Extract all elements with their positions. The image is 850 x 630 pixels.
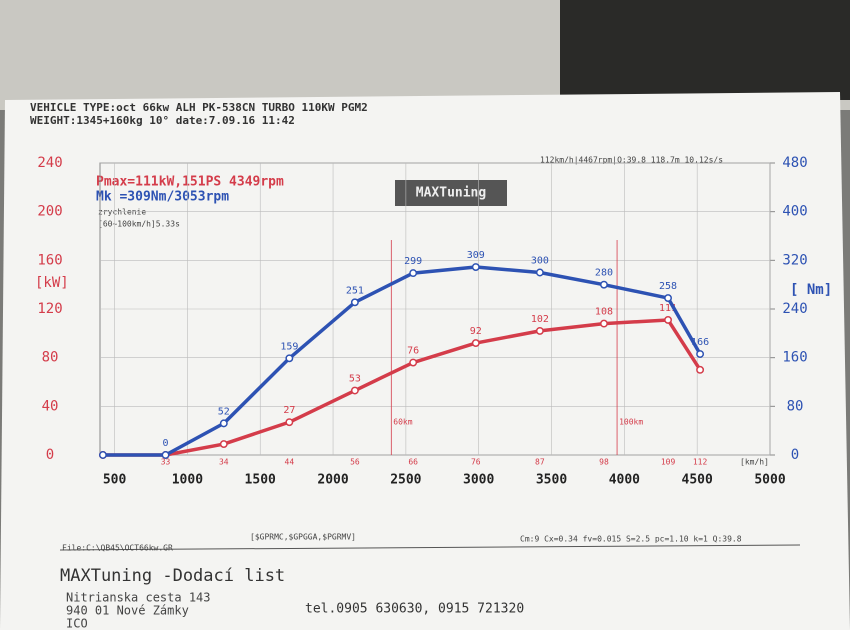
point [664, 294, 672, 302]
y2-tick-label: 320 [782, 252, 807, 268]
logo-box [395, 180, 507, 206]
y-tick-label: 240 [37, 155, 62, 171]
point [285, 354, 294, 363]
x-tick-label: 500 [103, 473, 127, 488]
speed-label: 98 [599, 458, 609, 467]
y2-tick-label: 160 [782, 350, 807, 366]
y2-tick-label: 400 [782, 204, 807, 220]
y-tick-label: 40 [42, 398, 59, 414]
point [219, 419, 228, 428]
data-label: 280 [595, 268, 613, 279]
accel-label: zrychlenie [98, 208, 146, 217]
header-line: WEIGHT:1345+160kg 10° date:7.09.16 11:42 [30, 114, 295, 127]
y-tick-label: 160 [37, 252, 62, 268]
data-label: 0 [163, 438, 169, 449]
series-line [102, 318, 702, 457]
data-label: 108 [595, 307, 613, 318]
y2-tick-label: 0 [791, 447, 799, 463]
point [350, 386, 359, 395]
y-tick-label: 200 [37, 204, 62, 220]
y2-tick-label: 240 [782, 301, 807, 317]
data-label: 76 [407, 346, 419, 357]
top-info: 112km/h|4467rpm|Q:39.8 118.7m 10.12s/s [540, 156, 723, 165]
y-axis-label: [kW] [35, 275, 69, 291]
data-label: 258 [659, 281, 677, 292]
speed-label: 112 [693, 458, 708, 467]
point [696, 350, 705, 358]
footer-file: File:C:\QB45\OCT66kw.GR [62, 544, 173, 553]
data-label: 102 [531, 314, 549, 325]
street: Nitrianska cesta 143 [66, 591, 211, 605]
point [409, 358, 418, 367]
y-tick-label: 0 [46, 447, 54, 463]
x-tick-label: 1000 [172, 473, 203, 488]
data-label: 92 [470, 326, 482, 337]
speed-unit: [km/h] [740, 458, 769, 467]
y2-tick-label: 80 [787, 398, 804, 414]
point [600, 319, 608, 328]
point [285, 418, 294, 427]
data-label: 300 [531, 256, 549, 267]
y2-axis-label: [ Nm] [790, 282, 832, 298]
data-label: 53 [349, 374, 361, 385]
y-tick-label: 120 [37, 301, 62, 317]
data-label: 52 [218, 406, 230, 417]
x-tick-label: 3500 [536, 473, 567, 488]
y2-tick-label: 480 [782, 155, 807, 171]
footer-gps: [$GPRMC,$GPGGA,$PGRMV] [250, 533, 356, 542]
point [409, 269, 418, 278]
point [664, 316, 672, 324]
x-tick-label: 2000 [317, 473, 348, 488]
x-tick-label: 2500 [390, 473, 421, 488]
point [535, 268, 544, 277]
speed-label: 44 [285, 458, 295, 467]
point [219, 440, 228, 448]
speed-label: 76 [471, 458, 481, 467]
x-tick-label: 4000 [609, 473, 640, 488]
footer-params: Cm:9 Cx=0.34 fv=0.015 S=2.5 pc=1.10 k=1 … [520, 535, 742, 544]
company: MAXTuning -Dodací list [60, 566, 285, 586]
torque-title: Mk =309Nm/3053rpm [96, 190, 229, 205]
separator [59, 544, 801, 551]
series-line [102, 265, 702, 457]
point [471, 263, 480, 271]
speed-label: 66 [408, 458, 418, 467]
logo: MAXTuning [416, 186, 486, 201]
point [161, 451, 170, 459]
data-label: 111 [659, 303, 677, 314]
city: 940 01 Nové Zámky [66, 604, 189, 618]
speed-label: 109 [661, 458, 676, 467]
x-tick-label: 3000 [463, 473, 494, 488]
point [696, 365, 705, 374]
data-label: 159 [280, 341, 298, 352]
point [471, 339, 480, 348]
speed-label: 34 [219, 458, 229, 467]
marker-label: 60km [393, 418, 412, 427]
data-label: 251 [346, 285, 364, 296]
data-label: 27 [283, 405, 295, 416]
speed-label: 56 [350, 458, 360, 467]
speed-label: 33 [161, 458, 171, 467]
ico: ICO [66, 617, 88, 630]
data-label: 166 [691, 337, 709, 348]
x-tick-label: 1500 [245, 473, 276, 488]
point [350, 298, 359, 307]
accel-value: [60~100km/h]5.33s [98, 220, 180, 229]
y-tick-label: 80 [42, 350, 59, 366]
x-tick-label: 5000 [754, 473, 785, 488]
header-line: VEHICLE TYPE:oct 66kw ALH PK-538CN TURBO… [30, 101, 368, 114]
speed-label: 87 [535, 458, 545, 467]
point [600, 280, 608, 289]
point [535, 326, 544, 335]
data-label: 299 [404, 256, 422, 267]
phone: tel.0905 630630, 0915 721320 [305, 602, 524, 617]
marker-label: 100km [619, 418, 643, 427]
point [98, 451, 107, 459]
power-title: Pmax=111kW,151PS 4349rpm [96, 175, 284, 190]
data-label: 309 [467, 250, 485, 261]
x-tick-label: 4500 [682, 473, 713, 488]
